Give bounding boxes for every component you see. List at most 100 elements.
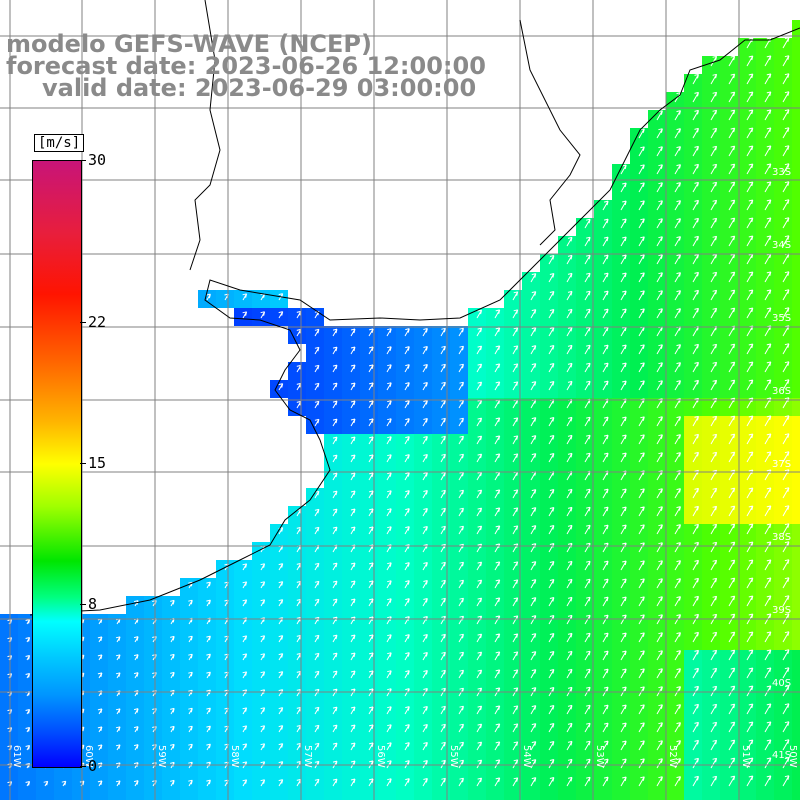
wind-arrow (710, 757, 718, 769)
sea-cell (576, 344, 594, 362)
wind-arrow (746, 91, 754, 103)
sea-cell (396, 326, 414, 344)
sea-cell (558, 686, 576, 704)
wind-arrow (728, 487, 736, 499)
wind-arrow (476, 435, 483, 445)
wind-arrow (764, 127, 772, 139)
sea-cell (360, 326, 378, 344)
wind-arrow (782, 649, 790, 661)
wind-arrow (602, 668, 609, 679)
wind-arrow (728, 271, 736, 283)
wind-arrow (494, 705, 501, 715)
wind-arrow (476, 417, 483, 427)
sea-cell (234, 668, 252, 686)
sea-cell (702, 794, 720, 800)
sea-cell (738, 362, 756, 380)
sea-cell (144, 722, 162, 740)
wind-arrow (404, 724, 410, 733)
sea-cell (270, 524, 288, 542)
wind-arrow (746, 487, 754, 499)
sea-cell (144, 668, 162, 686)
sea-cell (792, 128, 800, 146)
wind-arrow (530, 417, 537, 427)
colorbar (32, 160, 82, 768)
wind-arrow (584, 668, 591, 679)
wind-arrow (206, 635, 211, 643)
wind-arrow (548, 723, 555, 733)
wind-arrow (350, 706, 356, 715)
wind-arrow (458, 345, 464, 355)
sea-cell (576, 596, 594, 614)
sea-cell (648, 164, 666, 182)
wind-arrow (530, 291, 537, 301)
longitude-label: 59W (156, 745, 167, 768)
wind-arrow (620, 488, 627, 499)
sea-cell (414, 596, 432, 614)
sea-cell (360, 794, 378, 800)
wind-arrow (638, 200, 645, 211)
wind-arrow (782, 361, 790, 373)
sea-cell (792, 398, 800, 416)
wind-arrow (548, 255, 555, 265)
wind-arrow (368, 670, 374, 679)
sea-cell (396, 668, 414, 686)
wind-arrow (25, 745, 31, 751)
sea-cell (360, 596, 378, 614)
wind-arrow (314, 598, 320, 607)
sea-cell (612, 488, 630, 506)
wind-arrow (692, 703, 699, 715)
wind-arrow (386, 364, 392, 373)
latitude-label: 39S (772, 605, 791, 616)
longitude-label: 53W (594, 745, 605, 768)
wind-arrow (548, 489, 555, 499)
sea-cell (792, 560, 800, 578)
sea-cell (414, 398, 432, 416)
wind-arrow (566, 632, 573, 643)
wind-arrow (170, 653, 175, 661)
wind-arrow (620, 632, 627, 643)
wind-arrow (674, 668, 681, 679)
wind-arrow (782, 379, 790, 391)
wind-arrow (656, 560, 663, 571)
wind-arrow (782, 307, 790, 319)
sea-cell (576, 668, 594, 686)
wind-arrow (602, 722, 609, 733)
sea-cell (306, 380, 324, 398)
sea-cell (252, 794, 270, 800)
wind-arrow (368, 562, 374, 571)
wind-arrow (782, 109, 790, 121)
sea-cell (612, 542, 630, 560)
wind-arrow (350, 580, 356, 589)
wind-arrow (602, 200, 609, 211)
wind-arrow (764, 505, 772, 517)
sea-cell (612, 326, 630, 344)
wind-arrow (404, 742, 410, 751)
sea-cell (558, 578, 576, 596)
wind-arrow (440, 777, 446, 787)
wind-arrow (368, 436, 374, 445)
wind-arrow (332, 364, 338, 373)
wind-arrow (764, 379, 772, 391)
sea-cell (666, 722, 684, 740)
wind-arrow (458, 453, 464, 463)
wind-arrow (674, 686, 681, 697)
wind-arrow (115, 636, 121, 643)
wind-arrow (206, 653, 211, 661)
wind-arrow (548, 345, 555, 355)
wind-arrow (728, 91, 736, 103)
wind-arrow (350, 472, 356, 481)
wind-arrow (782, 703, 790, 715)
sea-cell (792, 380, 800, 398)
wind-arrow (440, 435, 446, 445)
wind-arrow (692, 415, 699, 427)
sea-cell (738, 488, 756, 506)
wind-arrow (620, 416, 627, 427)
wind-arrow (782, 433, 790, 445)
wind-arrow (710, 721, 718, 733)
wind-arrow (692, 721, 699, 733)
wind-arrow (746, 721, 754, 733)
sea-cell (396, 614, 414, 632)
wind-arrow (566, 506, 573, 517)
wind-arrow (404, 670, 410, 679)
